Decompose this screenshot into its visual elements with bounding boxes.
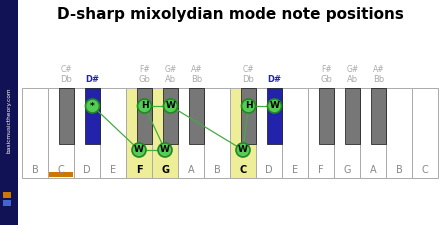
Bar — [412, 88, 438, 178]
Text: W: W — [134, 146, 144, 155]
Text: Bb: Bb — [191, 74, 202, 83]
Bar — [49, 172, 73, 177]
Text: H: H — [245, 101, 252, 110]
Text: B: B — [214, 165, 220, 175]
Bar — [137, 88, 152, 144]
Text: W: W — [165, 101, 176, 110]
Circle shape — [268, 99, 282, 113]
Circle shape — [132, 143, 146, 157]
Text: C: C — [239, 165, 247, 175]
Text: *: * — [90, 101, 95, 110]
Text: H: H — [141, 101, 148, 110]
Circle shape — [138, 99, 151, 113]
Bar — [256, 88, 282, 178]
Text: Db: Db — [61, 74, 73, 83]
Text: Db: Db — [242, 74, 254, 83]
Text: D: D — [83, 165, 91, 175]
Bar — [386, 88, 412, 178]
Bar — [334, 88, 360, 178]
Text: D#: D# — [268, 74, 282, 83]
Text: A#: A# — [373, 65, 384, 74]
Text: W: W — [160, 146, 170, 155]
Text: G#: G# — [165, 65, 176, 74]
Text: F#: F# — [139, 65, 150, 74]
Text: Bb: Bb — [373, 74, 384, 83]
Text: F: F — [318, 165, 324, 175]
Text: C#: C# — [61, 65, 72, 74]
Bar — [22, 88, 48, 178]
Bar — [282, 88, 308, 178]
Bar — [152, 88, 178, 178]
Circle shape — [164, 99, 177, 113]
Text: Gb: Gb — [321, 74, 333, 83]
Text: C#: C# — [243, 65, 254, 74]
Circle shape — [158, 143, 172, 157]
Bar — [371, 88, 386, 144]
Bar — [178, 88, 204, 178]
Bar — [85, 88, 100, 144]
Bar — [230, 88, 256, 178]
Bar — [3, 200, 11, 206]
Text: A#: A# — [191, 65, 202, 74]
Text: C: C — [422, 165, 429, 175]
Bar — [241, 88, 256, 144]
Circle shape — [236, 143, 250, 157]
Bar — [59, 88, 74, 144]
Text: F#: F# — [321, 65, 332, 74]
Text: W: W — [270, 101, 279, 110]
Circle shape — [242, 99, 256, 113]
Text: D-sharp mixolydian mode note positions: D-sharp mixolydian mode note positions — [57, 7, 403, 22]
Bar — [163, 88, 178, 144]
Bar — [126, 88, 152, 178]
Text: D: D — [265, 165, 273, 175]
Bar — [48, 88, 74, 178]
Bar — [267, 88, 282, 144]
Text: C: C — [58, 165, 64, 175]
Bar — [308, 88, 334, 178]
Bar — [360, 88, 386, 178]
Text: E: E — [110, 165, 116, 175]
Text: Ab: Ab — [347, 74, 358, 83]
Bar — [319, 88, 334, 144]
Text: G: G — [343, 165, 351, 175]
Bar — [0, 0, 18, 225]
Text: D#: D# — [85, 74, 99, 83]
Bar — [204, 88, 230, 178]
Text: Ab: Ab — [165, 74, 176, 83]
Text: E: E — [292, 165, 298, 175]
Bar — [189, 88, 204, 144]
Text: G: G — [161, 165, 169, 175]
Text: W: W — [238, 146, 248, 155]
Text: Gb: Gb — [139, 74, 150, 83]
Bar — [345, 88, 360, 144]
Text: A: A — [188, 165, 194, 175]
Bar — [3, 192, 11, 198]
Bar — [100, 88, 126, 178]
Text: F: F — [136, 165, 142, 175]
Text: B: B — [396, 165, 402, 175]
Text: A: A — [370, 165, 376, 175]
Text: B: B — [32, 165, 38, 175]
Bar — [74, 88, 100, 178]
Text: basicmusictheory.com: basicmusictheory.com — [7, 87, 11, 153]
Text: G#: G# — [346, 65, 359, 74]
Circle shape — [85, 99, 99, 113]
